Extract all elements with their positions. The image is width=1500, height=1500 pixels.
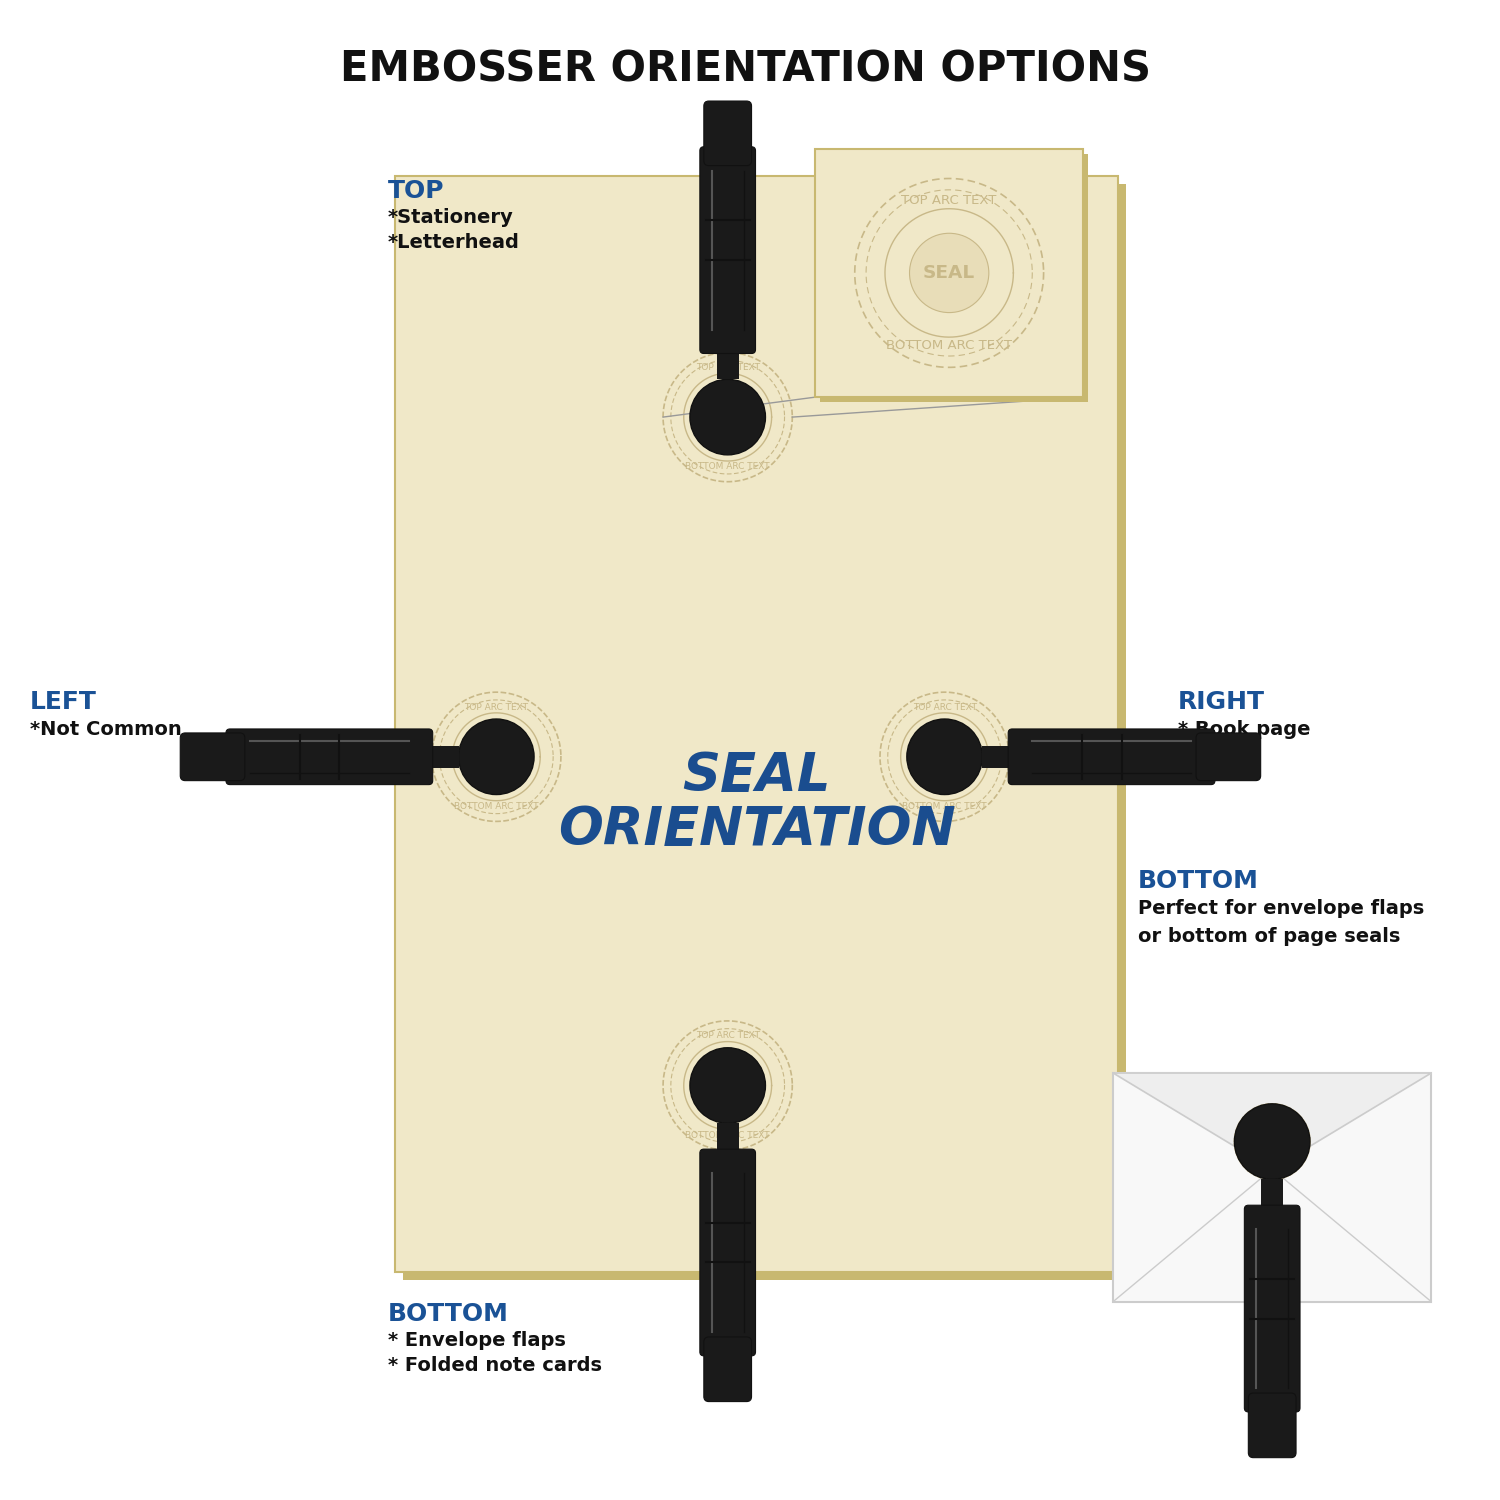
FancyBboxPatch shape [700, 1149, 756, 1356]
Text: BOTTOM ARC TEXT: BOTTOM ARC TEXT [1248, 1168, 1298, 1173]
FancyBboxPatch shape [429, 746, 459, 768]
Polygon shape [1113, 1072, 1431, 1168]
FancyBboxPatch shape [1248, 1394, 1296, 1458]
FancyBboxPatch shape [704, 100, 752, 165]
FancyBboxPatch shape [1245, 1204, 1300, 1411]
Text: SEAL: SEAL [1262, 1138, 1282, 1144]
Text: TOP ARC TEXT: TOP ARC TEXT [465, 702, 528, 711]
Circle shape [470, 729, 524, 784]
FancyBboxPatch shape [1008, 729, 1215, 784]
Circle shape [459, 718, 534, 795]
Text: * Book page: * Book page [1178, 720, 1311, 740]
FancyBboxPatch shape [700, 147, 756, 354]
FancyBboxPatch shape [717, 350, 738, 380]
FancyBboxPatch shape [704, 1336, 752, 1401]
Circle shape [1257, 1125, 1288, 1158]
Text: * Envelope flaps: * Envelope flaps [387, 1332, 566, 1350]
Text: *Stationery: *Stationery [387, 209, 513, 228]
Circle shape [690, 1047, 765, 1124]
Text: TOP ARC TEXT: TOP ARC TEXT [902, 194, 998, 207]
Text: *Not Common: *Not Common [30, 720, 182, 740]
FancyBboxPatch shape [982, 746, 1012, 768]
FancyBboxPatch shape [226, 729, 432, 784]
Text: SEAL: SEAL [927, 750, 963, 764]
Text: BOTTOM: BOTTOM [387, 1302, 508, 1326]
Text: TOP ARC TEXT: TOP ARC TEXT [696, 1032, 759, 1041]
Text: SEAL: SEAL [710, 411, 746, 423]
Circle shape [700, 390, 754, 444]
Text: BOTTOM ARC TEXT: BOTTOM ARC TEXT [686, 462, 770, 471]
FancyBboxPatch shape [815, 148, 1083, 398]
Text: BOTTOM ARC TEXT: BOTTOM ARC TEXT [886, 339, 1013, 352]
FancyBboxPatch shape [404, 184, 1126, 1280]
Text: ORIENTATION: ORIENTATION [558, 804, 956, 856]
FancyBboxPatch shape [821, 153, 1089, 402]
Circle shape [1234, 1104, 1310, 1179]
Text: TOP ARC TEXT: TOP ARC TEXT [696, 363, 759, 372]
FancyBboxPatch shape [394, 176, 1118, 1272]
Text: SEAL: SEAL [682, 750, 831, 802]
Text: Perfect for envelope flaps: Perfect for envelope flaps [1138, 898, 1425, 918]
FancyBboxPatch shape [1113, 1072, 1431, 1302]
Text: SEAL: SEAL [710, 1078, 746, 1092]
Text: BOTTOM ARC TEXT: BOTTOM ARC TEXT [454, 802, 538, 812]
Text: TOP ARC TEXT: TOP ARC TEXT [1254, 1110, 1292, 1114]
FancyBboxPatch shape [1262, 1179, 1282, 1209]
Circle shape [908, 718, 983, 795]
FancyBboxPatch shape [1196, 734, 1260, 780]
Text: * Folded note cards: * Folded note cards [387, 1356, 602, 1376]
Text: SEAL: SEAL [922, 264, 975, 282]
Text: RIGHT: RIGHT [1178, 690, 1264, 714]
FancyBboxPatch shape [717, 1124, 738, 1154]
Text: BOTTOM ARC TEXT: BOTTOM ARC TEXT [686, 1131, 770, 1140]
Circle shape [700, 1059, 754, 1113]
Circle shape [909, 234, 989, 312]
Text: EMBOSSER ORIENTATION OPTIONS: EMBOSSER ORIENTATION OPTIONS [340, 48, 1150, 90]
Text: TOP: TOP [387, 178, 444, 203]
Circle shape [918, 729, 972, 784]
Circle shape [690, 380, 765, 454]
Text: *Letterhead: *Letterhead [387, 232, 519, 252]
FancyBboxPatch shape [180, 734, 244, 780]
Text: BOTTOM: BOTTOM [1138, 870, 1258, 894]
Text: BOTTOM ARC TEXT: BOTTOM ARC TEXT [903, 802, 987, 812]
Text: SEAL: SEAL [478, 750, 514, 764]
Text: or bottom of page seals: or bottom of page seals [1138, 927, 1401, 946]
Text: TOP ARC TEXT: TOP ARC TEXT [912, 702, 976, 711]
Text: LEFT: LEFT [30, 690, 96, 714]
